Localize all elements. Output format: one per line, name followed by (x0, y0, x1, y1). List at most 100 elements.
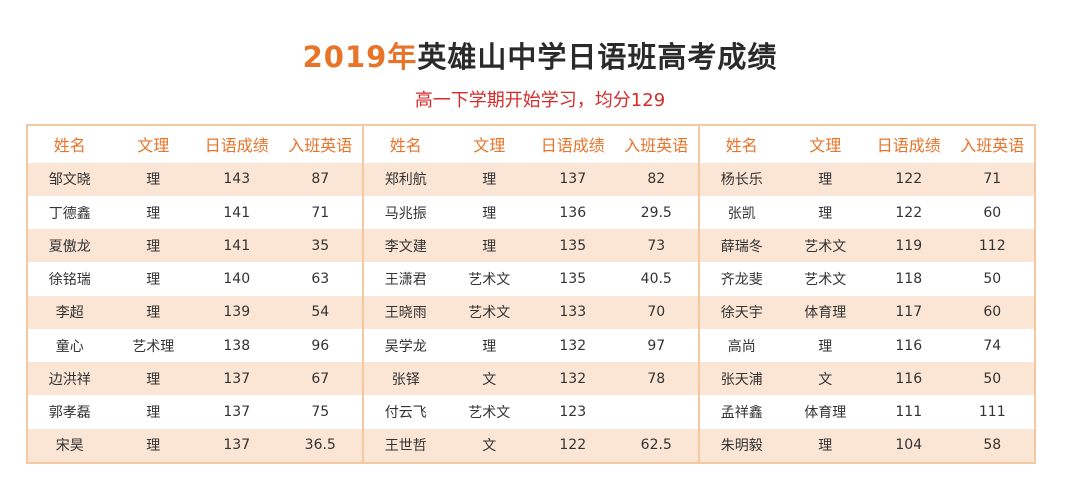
cell-english-entry: 54 (311, 304, 330, 321)
cell-name: 徐铭瑞 (48, 272, 91, 289)
cell-name: 孟祥鑫 (720, 405, 763, 422)
cell-japanese-score: 119 (895, 237, 923, 254)
cell-japanese-score: 132 (559, 337, 587, 354)
cell-english-entry: 50 (983, 271, 1002, 288)
cell-japanese-score: 132 (559, 370, 587, 387)
score-panel-2: 姓名 文理 日语成绩 入班英语 郑利航理 137 82 马兆振理 136 29.5 李文建理 135 7… (364, 126, 700, 462)
cell-name: 李超 (55, 305, 84, 322)
table-row: 郭孝磊 理 137 75 (28, 395, 362, 428)
cell-english-entry: 60 (983, 304, 1002, 321)
cell-japanese-score: 122 (559, 437, 587, 454)
cell-japanese-score: 139 (223, 304, 251, 321)
cell-japanese-score: 122 (895, 171, 923, 188)
column-header-english-entry: 入班英语 (288, 136, 353, 156)
cell-japanese-score: 135 (559, 271, 587, 288)
title-year: 2019年 (302, 40, 418, 74)
cell-english-entry: 36.5 (304, 437, 336, 454)
cell-track: 理 (818, 438, 833, 455)
cell-name: 边洪祥 (48, 371, 91, 388)
column-header-japanese-score: 日语成绩 (540, 136, 605, 156)
cell-track: 艺术文 (804, 272, 847, 289)
cell-name: 丁德鑫 (48, 205, 91, 222)
column-header-japanese-score: 日语成绩 (876, 136, 941, 156)
column-header-track: 文理 (473, 136, 506, 156)
cell-japanese-score: 137 (559, 171, 587, 188)
cell-track: 理 (146, 172, 161, 189)
cell-japanese-score: 133 (559, 304, 587, 321)
cell-track: 理 (146, 272, 161, 289)
cell-name: 邹文晓 (48, 172, 91, 189)
cell-japanese-score: 116 (895, 337, 923, 354)
cell-track: 体育理 (804, 405, 847, 422)
score-panel-1: 姓名 文理 日语成绩 入班英语 邹文晓理 143 87 丁德鑫理 141 71 夏傲龙理 141 35 徐… (28, 126, 364, 462)
page-title: 2019年英雄山中学日语班高考成绩 (0, 34, 1080, 76)
cell-name: 夏傲龙 (48, 238, 91, 255)
cell-track: 理 (818, 205, 833, 222)
table-row: 吴学龙 理 132 97 (364, 329, 698, 362)
cell-track: 理 (146, 205, 161, 222)
table-row: 丁德鑫 理 141 71 (28, 196, 362, 229)
cell-japanese-score: 137 (223, 370, 251, 387)
cell-name: 童心 (55, 338, 84, 355)
table-row: 李超 理 139 54 (28, 295, 362, 329)
table-header-row: 姓名 文理 日语成绩 入班英语 (364, 126, 698, 163)
cell-japanese-score: 116 (895, 370, 923, 387)
cell-name: 王世哲 (384, 438, 427, 455)
table-row: 张铎 文 132 78 (364, 362, 698, 396)
cell-english-entry: 58 (983, 437, 1002, 454)
cell-english-entry: 63 (311, 271, 330, 288)
cell-track: 理 (146, 405, 161, 422)
cell-japanese-score: 104 (895, 437, 923, 454)
cell-track: 理 (818, 172, 833, 189)
cell-name: 吴学龙 (384, 338, 427, 355)
cell-track: 理 (482, 238, 497, 255)
cell-english-entry: 29.5 (640, 204, 672, 221)
cell-english-entry: 71 (983, 171, 1002, 188)
cell-name: 王晓雨 (384, 305, 427, 322)
cell-english-entry: 111 (978, 404, 1006, 421)
cell-english-entry: 67 (311, 370, 330, 387)
cell-japanese-score: 141 (223, 237, 251, 254)
column-header-track: 文理 (809, 136, 842, 156)
cell-japanese-score: 143 (223, 171, 251, 188)
cell-japanese-score: 137 (223, 437, 251, 454)
cell-english-entry: 74 (983, 337, 1002, 354)
table-row: 杨长乐 理 122 71 (700, 162, 1034, 196)
cell-japanese-score: 140 (223, 271, 251, 288)
score-tables: 姓名 文理 日语成绩 入班英语 邹文晓理 143 87 丁德鑫理 141 71 夏傲龙理 141 35 徐… (26, 124, 1036, 464)
cell-track: 理 (818, 338, 833, 355)
cell-english-entry: 50 (983, 370, 1002, 387)
cell-english-entry: 87 (311, 171, 330, 188)
table-row: 王潇君 艺术文 135 40.5 (364, 262, 698, 295)
cell-japanese-score: 117 (895, 304, 923, 321)
cell-english-entry: 97 (647, 337, 666, 354)
cell-track: 艺术文 (468, 405, 511, 422)
cell-japanese-score: 122 (895, 204, 923, 221)
table-row: 孟祥鑫 体育理 111 111 (700, 395, 1034, 428)
table-row: 齐龙斐 艺术文 118 50 (700, 262, 1034, 295)
cell-track: 理 (146, 371, 161, 388)
table-row: 夏傲龙 理 141 35 (28, 229, 362, 263)
cell-english-entry: 82 (647, 171, 666, 188)
cell-name: 郭孝磊 (48, 405, 91, 422)
cell-japanese-score: 135 (559, 237, 587, 254)
cell-name: 李文建 (384, 238, 427, 255)
page-subtitle: 高一下学期开始学习，均分129 (414, 90, 666, 111)
cell-japanese-score: 138 (223, 337, 251, 354)
cell-japanese-score: 123 (559, 404, 587, 421)
cell-english-entry: 73 (647, 237, 666, 254)
cell-name: 杨长乐 (720, 172, 763, 189)
column-header-english-entry: 入班英语 (624, 136, 689, 156)
column-header-name: 姓名 (53, 136, 86, 156)
cell-english-entry: 71 (311, 204, 330, 221)
table-row: 王世哲 文 122 62.5 (364, 428, 698, 462)
table-row: 边洪祥 理 137 67 (28, 362, 362, 396)
table-row: 邹文晓 理 143 87 (28, 162, 362, 196)
cell-name: 马兆振 (384, 205, 427, 222)
cell-track: 艺术文 (804, 238, 847, 255)
cell-japanese-score: 141 (223, 204, 251, 221)
cell-english-entry: 112 (978, 237, 1006, 254)
cell-name: 付云飞 (384, 405, 427, 422)
cell-name: 王潇君 (384, 272, 427, 289)
cell-english-entry: 60 (983, 204, 1002, 221)
